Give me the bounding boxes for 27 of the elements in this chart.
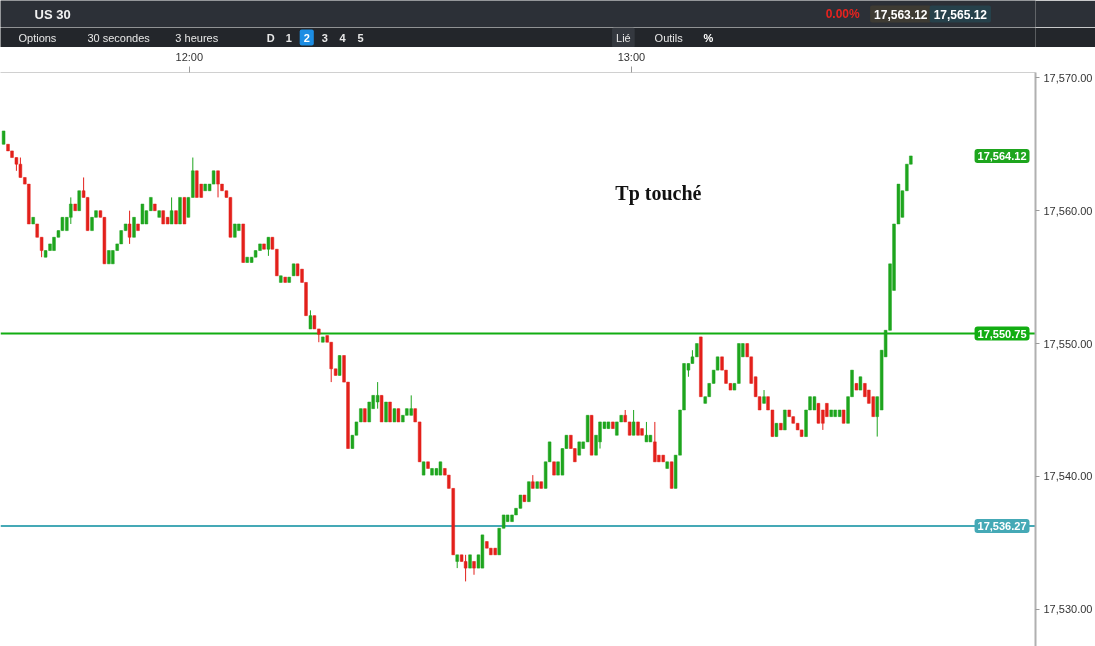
text: Lié [616,31,631,44]
text: 30 secondes [87,31,151,44]
ref-line-label: 17,550.75 [977,327,1027,340]
text: 3 [321,31,328,44]
ref-line-label: 17,536.27 [977,519,1027,532]
text: 17,565.12 [933,7,988,22]
text: 3 heures [175,31,219,44]
text: % [703,31,714,44]
y-tick-label: 17,560.00 [1043,204,1093,217]
text: 0.00% [825,7,861,21]
y-tick-label: 17,550.00 [1043,337,1093,350]
y-tick-label: 17,530.00 [1043,603,1093,616]
text: 5 [357,31,364,44]
text: Outils [654,31,684,44]
text: Options [18,31,57,44]
text: D [266,31,275,44]
text: 2 [303,31,310,44]
y-tick-label: 17,570.00 [1043,71,1093,84]
y-tick-label: 17,540.00 [1043,470,1093,483]
annotation: 17,564.12 [977,149,1027,162]
text: 1 [285,31,292,44]
chart-title: US 30 [34,6,71,22]
text: 17,563.12 [874,7,928,22]
x-tick-label: 12:00 [175,50,204,63]
text: 4 [339,31,347,44]
annotation: Tp touché [615,182,702,206]
x-tick-label: 13:00 [617,50,646,63]
